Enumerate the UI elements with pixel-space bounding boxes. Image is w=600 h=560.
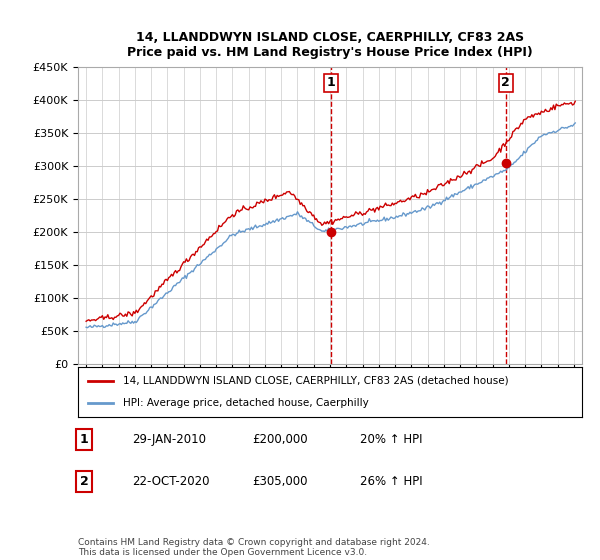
Text: 14, LLANDDWYN ISLAND CLOSE, CAERPHILLY, CF83 2AS (detached house): 14, LLANDDWYN ISLAND CLOSE, CAERPHILLY, … [124, 376, 509, 386]
Text: 2: 2 [80, 475, 88, 488]
Text: £305,000: £305,000 [252, 475, 308, 488]
Text: 22-OCT-2020: 22-OCT-2020 [132, 475, 209, 488]
Text: £200,000: £200,000 [252, 433, 308, 446]
Text: 2: 2 [502, 76, 510, 89]
Text: 1: 1 [80, 433, 88, 446]
Text: 29-JAN-2010: 29-JAN-2010 [132, 433, 206, 446]
Text: 26% ↑ HPI: 26% ↑ HPI [360, 475, 422, 488]
Text: Contains HM Land Registry data © Crown copyright and database right 2024.
This d: Contains HM Land Registry data © Crown c… [78, 538, 430, 557]
Text: 1: 1 [327, 76, 335, 89]
Text: HPI: Average price, detached house, Caerphilly: HPI: Average price, detached house, Caer… [124, 398, 369, 408]
Title: 14, LLANDDWYN ISLAND CLOSE, CAERPHILLY, CF83 2AS
Price paid vs. HM Land Registry: 14, LLANDDWYN ISLAND CLOSE, CAERPHILLY, … [127, 31, 533, 59]
Text: 20% ↑ HPI: 20% ↑ HPI [360, 433, 422, 446]
